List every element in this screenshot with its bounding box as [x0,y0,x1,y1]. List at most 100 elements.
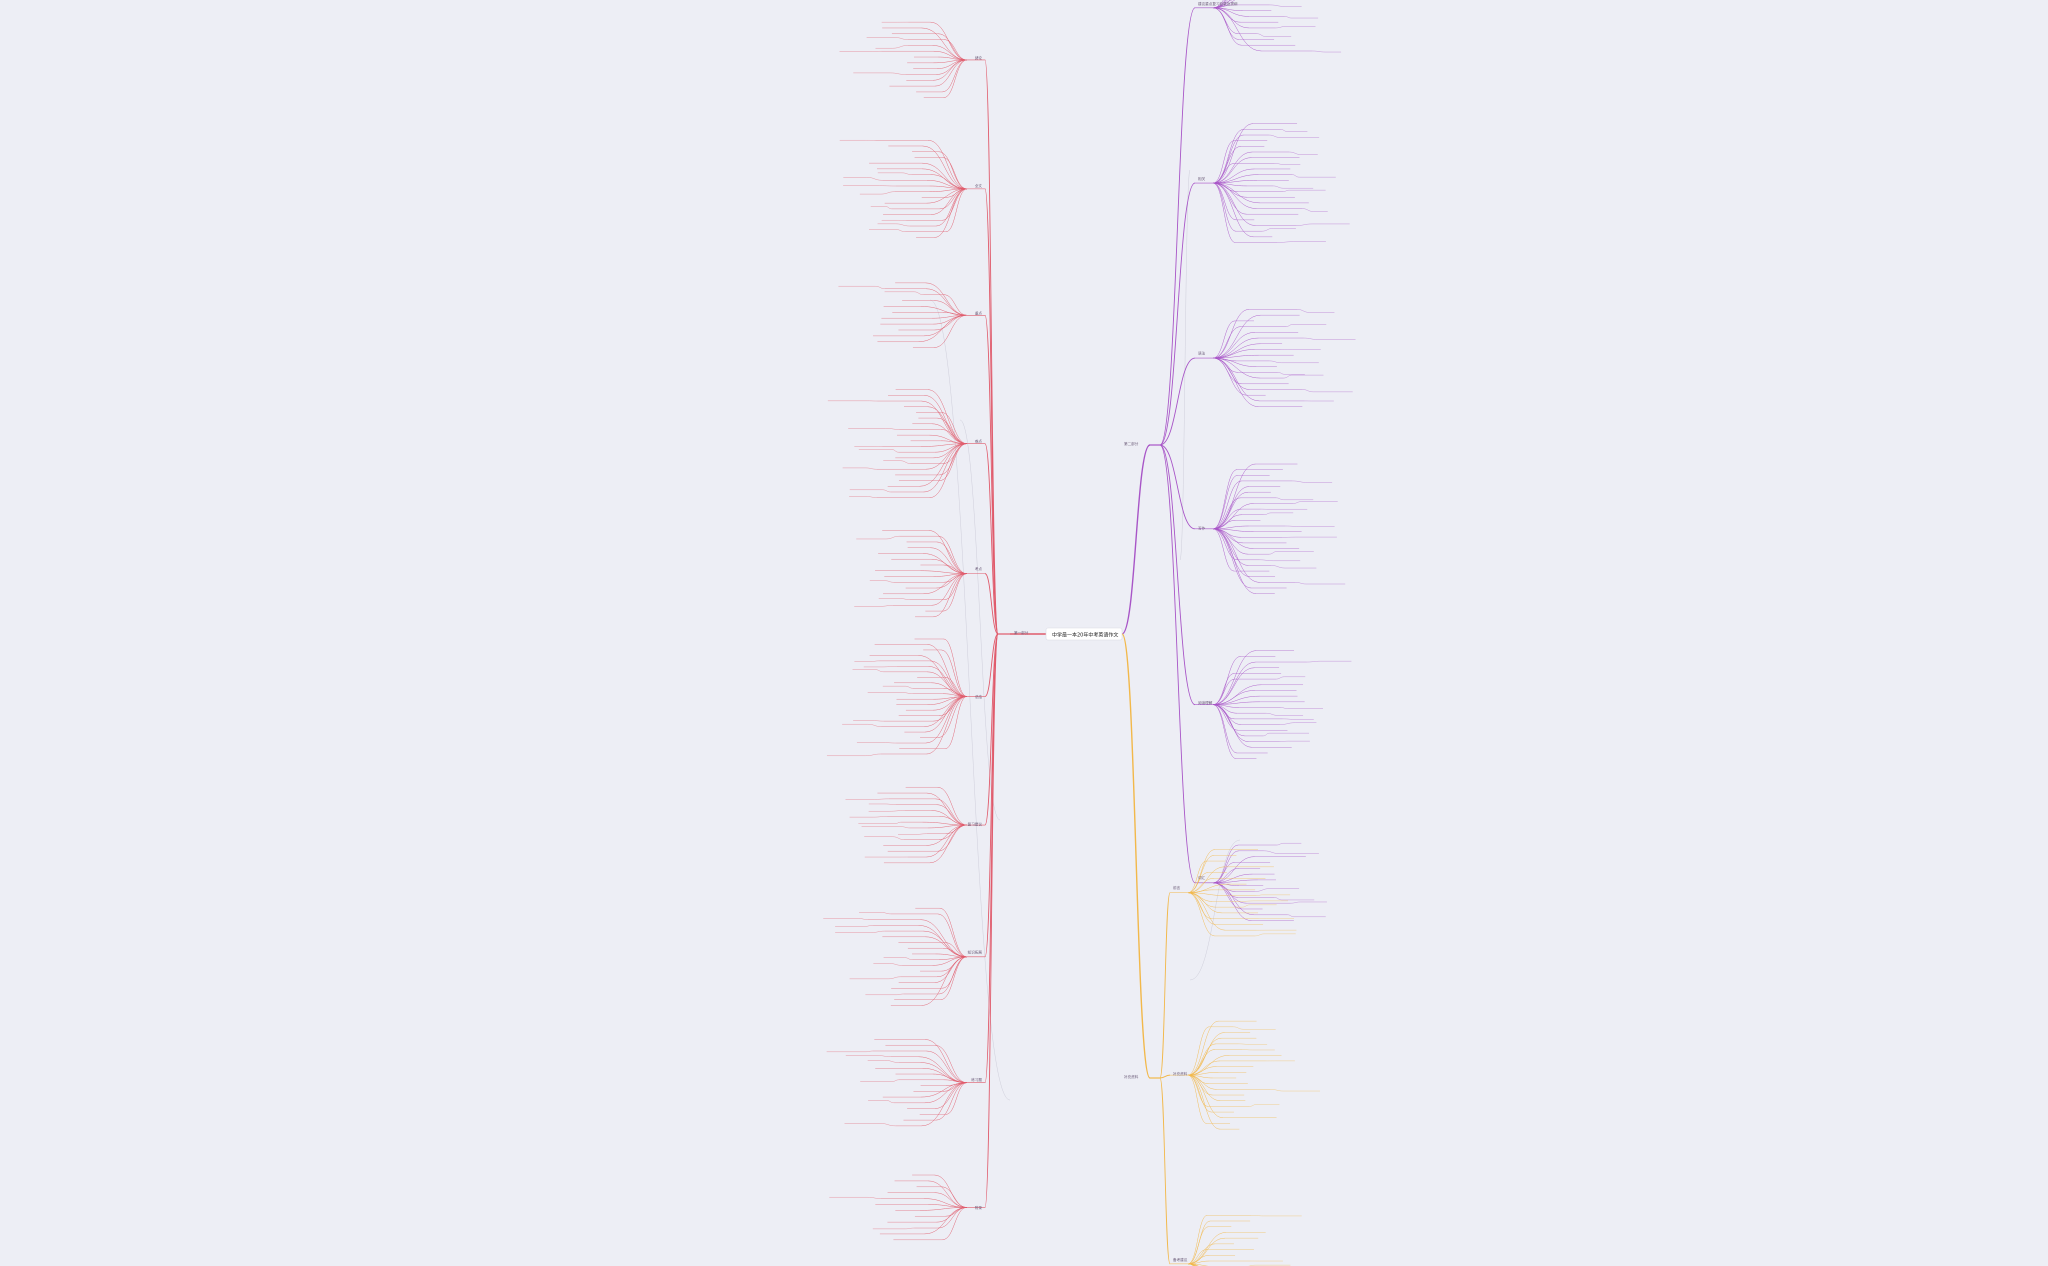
leaf-edge [1212,7,1241,23]
leaf-edge [930,174,968,190]
leaf-edge [933,696,968,722]
right-upper-sub-branch-label[interactable]: 相关 [1198,176,1206,181]
left-sub-branch-label[interactable]: 练习题 [971,1077,982,1082]
left-sub-branch-label[interactable]: 复习建议 [968,822,983,827]
leaf-edge [881,666,898,668]
leaf-edge [867,496,877,498]
leaf-edge [943,39,968,61]
leaf-edge [905,1227,915,1230]
leaf-edge [1306,661,1321,663]
sub-branch-edge [984,633,999,697]
leaf-edge [1241,904,1250,908]
leaf-edge [1187,1237,1226,1265]
right-lower-sub-branch-label[interactable]: 补充资料 [1173,1071,1188,1076]
left-sub-branch-label[interactable]: 知识拓展 [968,949,983,954]
leaf-edge [928,530,968,574]
leaf-edge [892,45,909,49]
leaf-edge [1279,722,1296,725]
right-upper-sub-branch-label[interactable]: 语法 [1198,351,1206,356]
leaf-edge [1212,337,1259,359]
leaf-edge [1303,337,1318,340]
leaf-edge [1292,174,1300,178]
leaf-edge [936,804,968,826]
leaf-edge [925,288,968,316]
branch-right-upper[interactable]: 第二部分 [1124,441,1139,446]
leaf-edge [915,833,927,835]
leaf-edge [885,580,894,583]
leaf-edge [923,443,968,493]
leaf-edge [1282,189,1290,192]
leaf-edge [881,605,893,607]
leaf-edge [870,660,880,662]
leaf-edge [1212,650,1257,705]
leaf-edge [941,956,968,989]
leaf-edge [1187,1020,1219,1076]
leaf-edge [937,1207,968,1229]
sub-branch-edge [1159,892,1171,1079]
left-sub-branch-label[interactable]: 绪论 [975,55,983,60]
right-upper-sub-branch-label[interactable]: 建议重点复习目录及提纲 [1198,1,1238,6]
leaf-edge [1212,357,1247,396]
leaf-edge [1269,551,1277,555]
leaf-edge [1297,309,1310,313]
leaf-edge [1212,868,1240,884]
leaf-edge [1212,7,1262,52]
leaf-edge [1187,892,1216,925]
leaf-edge [1265,713,1279,716]
leaf-edge [895,37,908,40]
leaf-edge [865,753,881,756]
sub-branch-edge [984,314,999,635]
central-node[interactable]: 中学最⼀本20年中考英语作文 [1045,627,1123,641]
right-lower-sub-branch-label[interactable]: 备考建议 [1173,1257,1188,1262]
sub-branch-edge [984,633,999,1208]
leaf-edge [1212,7,1250,17]
sub-branch-edge [1159,7,1196,446]
leaf-edge [1251,1215,1264,1217]
right-upper-sub-branch-label[interactable]: 写作 [1198,525,1206,530]
leaf-edge [939,443,968,481]
leaf-edge [882,489,891,493]
sub-branch-edge [1159,444,1196,530]
leaf-edge [896,993,904,995]
leaf-edge [928,666,968,697]
leaf-edge [1212,528,1260,583]
left-sub-branch-label[interactable]: 考点 [975,566,983,571]
leaf-edge [1263,732,1270,737]
leaf-edge [926,824,968,858]
leaf-edge [914,291,924,295]
leaf-edge [1240,900,1256,902]
leaf-edge [934,1082,968,1109]
leaf-edge [933,573,968,618]
leaf-edge [939,907,968,958]
right-upper-sub-branch-label[interactable]: 词汇 [1198,875,1206,880]
right-lower-sub-branch-label[interactable]: 前言 [1173,885,1181,890]
leaf-edge [937,787,968,826]
leaf-edge [1292,480,1308,483]
leaf-edge [1187,1074,1221,1130]
leaf-edge [890,72,906,75]
left-sub-branch-label[interactable]: 重点 [975,311,983,316]
leaf-edge [1249,1104,1257,1107]
left-sub-branch-label[interactable]: 全文 [975,183,983,188]
left-sub-branch-label[interactable]: 总结 [975,694,983,699]
leaf-edge [945,188,968,232]
branch-right-lower[interactable]: 补充资料 [1124,1074,1139,1079]
leaf-edge [865,467,877,470]
leaf-edge [934,59,968,87]
leaf-edge [931,573,968,606]
leaf-edge [919,443,968,487]
leaf-edge [863,925,874,927]
leaf-edge [1212,704,1245,737]
leaf-edge [1187,878,1214,893]
right-upper-sub-branch-label[interactable]: 阅读理解 [1198,700,1213,705]
left-sub-branch-label[interactable]: 附录 [975,1205,983,1210]
leaf-edge [1212,123,1254,184]
leaf-edge [1277,241,1294,243]
branch-left[interactable]: 第一部分 [1014,630,1029,635]
leaf-edge [892,836,904,840]
leaf-edge [866,177,883,181]
leaf-edge [927,644,968,697]
left-sub-branch-label[interactable]: 难点 [975,438,983,443]
leaf-edge [1187,1026,1210,1076]
